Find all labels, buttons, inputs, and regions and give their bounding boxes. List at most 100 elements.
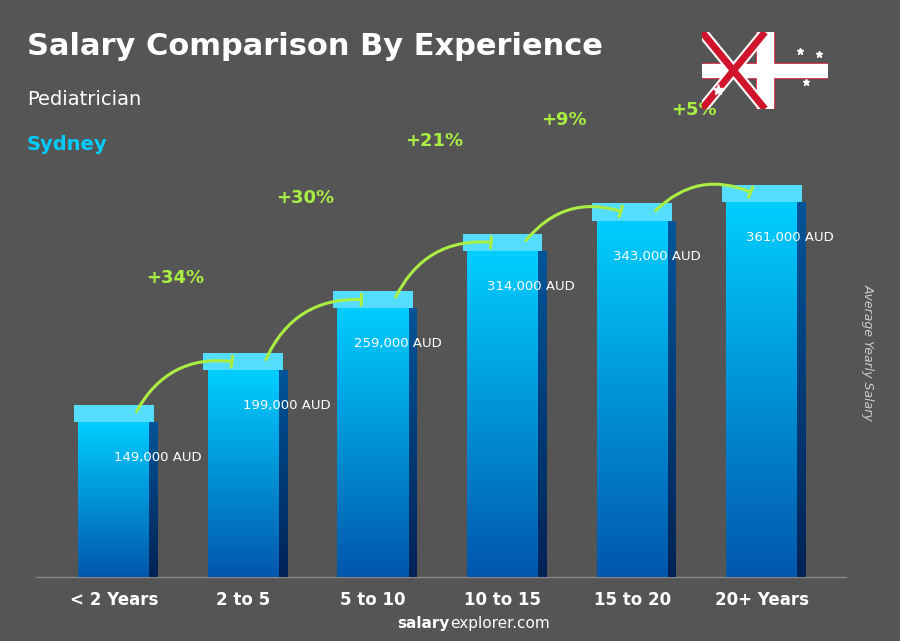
Bar	[668, 319, 677, 328]
Bar	[597, 390, 668, 399]
Bar	[208, 412, 279, 417]
Bar	[597, 221, 668, 230]
Bar	[597, 319, 668, 328]
Bar	[668, 381, 677, 390]
Bar	[279, 536, 288, 541]
Bar	[668, 533, 677, 541]
Bar	[149, 461, 158, 465]
Bar	[78, 569, 149, 573]
Bar	[597, 497, 668, 506]
Bar	[755, 32, 774, 109]
Bar	[279, 453, 288, 458]
Bar	[279, 546, 288, 551]
Bar	[409, 308, 418, 315]
Bar	[668, 462, 677, 470]
Bar	[538, 283, 547, 292]
Bar	[467, 553, 538, 561]
Bar	[668, 292, 677, 301]
Bar	[538, 536, 547, 544]
Bar	[668, 328, 677, 337]
Bar	[409, 335, 418, 342]
Bar	[78, 453, 149, 457]
Bar	[797, 558, 806, 567]
Bar	[338, 557, 409, 563]
Bar	[538, 308, 547, 316]
Bar	[538, 267, 547, 276]
Bar	[797, 343, 806, 352]
Bar	[726, 287, 797, 296]
Bar	[338, 510, 409, 517]
Bar	[797, 333, 806, 343]
Bar	[726, 455, 797, 465]
Bar	[149, 476, 158, 480]
Bar	[597, 479, 668, 488]
Bar	[597, 541, 668, 550]
Bar	[279, 489, 288, 494]
Bar	[409, 402, 418, 409]
Bar	[409, 315, 418, 322]
Bar	[597, 381, 668, 390]
Bar	[467, 438, 538, 447]
Bar	[726, 212, 797, 221]
Bar	[279, 376, 288, 381]
Bar	[668, 363, 677, 372]
Bar	[597, 363, 668, 372]
Bar	[467, 479, 538, 487]
Bar	[208, 370, 279, 376]
Bar	[78, 442, 149, 445]
Bar	[208, 546, 279, 551]
Bar	[409, 322, 418, 328]
Bar	[279, 427, 288, 432]
Bar	[279, 562, 288, 567]
Bar	[726, 502, 797, 512]
Text: 314,000 AUD: 314,000 AUD	[487, 280, 575, 293]
Bar	[467, 536, 538, 544]
Bar	[409, 557, 418, 563]
Bar	[726, 352, 797, 362]
Bar	[149, 523, 158, 527]
Bar	[797, 287, 806, 296]
Bar	[208, 510, 279, 515]
Bar	[467, 447, 538, 454]
Bar	[467, 381, 538, 390]
Bar	[78, 472, 149, 476]
Bar	[338, 463, 409, 469]
Bar	[338, 449, 409, 456]
Bar	[279, 443, 288, 448]
Bar	[208, 541, 279, 546]
Bar	[668, 524, 677, 533]
Bar	[467, 333, 538, 340]
Bar	[78, 499, 149, 503]
Bar	[538, 520, 547, 528]
Bar	[668, 488, 677, 497]
Bar	[597, 238, 668, 247]
Bar	[149, 442, 158, 445]
Bar	[338, 550, 409, 557]
Text: +5%: +5%	[670, 101, 716, 119]
Bar	[467, 283, 538, 292]
Text: +34%: +34%	[147, 269, 204, 287]
Bar	[279, 396, 288, 401]
Bar	[208, 520, 279, 525]
Bar	[149, 457, 158, 461]
Bar	[702, 64, 828, 77]
Bar	[279, 448, 288, 453]
Bar	[279, 479, 288, 484]
Bar	[208, 463, 279, 469]
Bar	[668, 283, 677, 292]
Bar	[149, 558, 158, 562]
Bar	[338, 409, 409, 415]
Bar	[726, 390, 797, 399]
Bar	[279, 474, 288, 479]
Bar	[668, 426, 677, 435]
Bar	[797, 437, 806, 445]
Bar	[668, 230, 677, 238]
Bar	[279, 520, 288, 525]
Bar	[726, 296, 797, 305]
Text: 259,000 AUD: 259,000 AUD	[354, 337, 441, 350]
Text: 149,000 AUD: 149,000 AUD	[113, 451, 202, 464]
Bar	[726, 540, 797, 549]
Bar	[797, 258, 806, 268]
Bar	[149, 492, 158, 495]
Bar	[467, 373, 538, 381]
